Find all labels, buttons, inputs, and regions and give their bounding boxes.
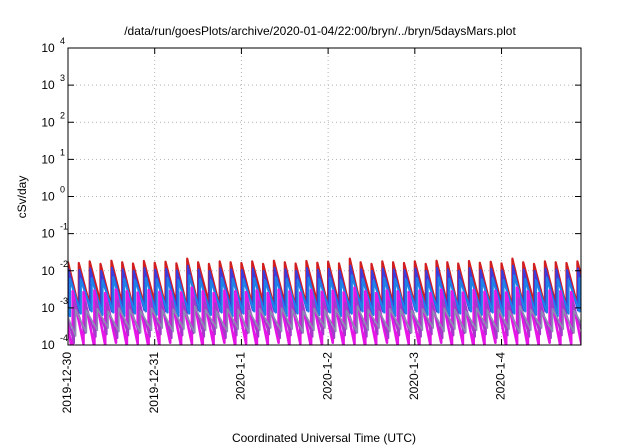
x-tick-label: 2020-1-2 [320, 352, 334, 400]
x-tick-label: 2020-1-3 [407, 352, 421, 400]
chart-title: /data/run/goesPlots/archive/2020-01-04/2… [124, 24, 516, 38]
y-tick-exponent: -4 [60, 333, 68, 343]
y-tick-label: 10 [41, 152, 55, 166]
y-axis: 10 -4 10 -3 10 -2 10 -1 10 0 10 1 10 2 10 3 10 4 [41, 36, 581, 352]
y-tick-label: 10 [41, 338, 55, 352]
y-tick-label: 10 [41, 227, 55, 241]
y-tick-exponent: 3 [60, 73, 65, 83]
y-tick-label: 10 [41, 78, 55, 92]
series-line [68, 274, 581, 318]
x-tick-label: 2019-12-31 [147, 352, 161, 414]
y-tick-exponent: 4 [60, 36, 65, 46]
y-tick-label: 10 [41, 264, 55, 278]
y-tick-label: 10 [41, 301, 55, 315]
series-line [68, 257, 581, 312]
y-tick-label: 10 [41, 190, 55, 204]
x-axis-label: Coordinated Universal Time (UTC) [232, 431, 416, 445]
y-tick-label: 10 [41, 115, 55, 129]
y-tick-label: 10 [41, 41, 55, 55]
y-tick-exponent: 1 [60, 147, 65, 157]
x-tick-label: 2019-12-30 [60, 352, 74, 414]
x-tick-label: 2020-1-4 [494, 352, 508, 400]
series-line [68, 296, 581, 344]
y-tick-exponent: 0 [60, 185, 65, 195]
y-tick-exponent: 2 [60, 110, 65, 120]
x-tick-label: 2020-1-1 [234, 352, 248, 400]
y-axis-label: cSv/day [15, 176, 29, 219]
y-tick-exponent: -3 [60, 296, 68, 306]
y-tick-exponent: -1 [60, 222, 68, 232]
series-layer [68, 257, 581, 345]
x-axis: 2019-12-30 2019-12-31 2020-1-1 2020-1-2 2020… [60, 48, 508, 413]
y-tick-exponent: -2 [60, 259, 68, 269]
series-line [68, 305, 581, 337]
